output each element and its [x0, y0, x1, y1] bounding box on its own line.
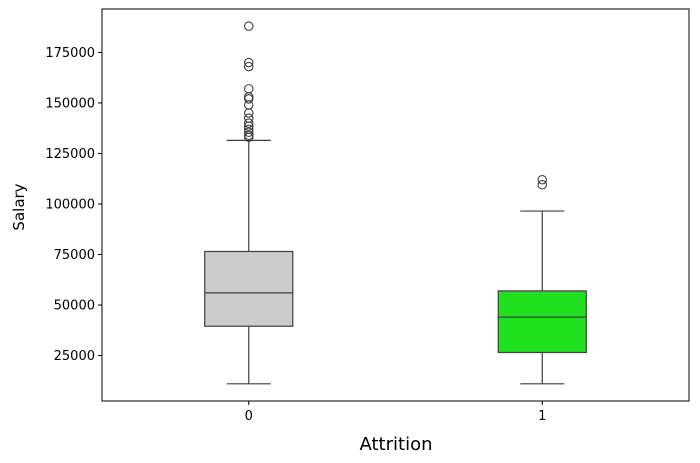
outlier-point — [244, 118, 254, 128]
y-tick-label: 100000 — [45, 197, 95, 212]
outlier-point — [244, 92, 254, 102]
outlier-point — [244, 108, 254, 118]
outlier-point — [244, 130, 254, 141]
outlier-point — [244, 61, 254, 72]
outlier-point — [537, 174, 547, 185]
y-axis-ticks: 25000 50000 75000 100000 125000 150000 175000 — [45, 46, 102, 364]
y-axis-title: Salary — [10, 183, 28, 230]
outlier-point — [244, 127, 254, 138]
outlier-point — [244, 21, 254, 31]
outlier-point — [244, 94, 254, 104]
box-iqr — [497, 290, 587, 354]
outlier-point — [244, 124, 254, 134]
box-marks — [204, 21, 587, 385]
box-group-1 — [497, 174, 587, 385]
y-tick-label: 150000 — [45, 96, 95, 111]
outlier-point — [244, 57, 254, 68]
outlier-point — [244, 84, 254, 94]
box-group-0 — [204, 21, 294, 385]
y-tick-label: 175000 — [45, 46, 95, 61]
y-tick-label: 75000 — [54, 248, 95, 263]
box-iqr — [204, 250, 294, 327]
plot-area-frame — [101, 8, 690, 402]
x-axis-title: Attrition — [360, 434, 433, 455]
outlier-point — [537, 180, 547, 190]
y-tick-label: 50000 — [54, 299, 95, 314]
x-tick-label: 0 — [245, 409, 253, 424]
y-tick-label: 125000 — [45, 147, 95, 162]
y-tick-label: 25000 — [54, 349, 95, 364]
outlier-point — [244, 113, 254, 123]
x-tick-label: 1 — [538, 409, 546, 424]
